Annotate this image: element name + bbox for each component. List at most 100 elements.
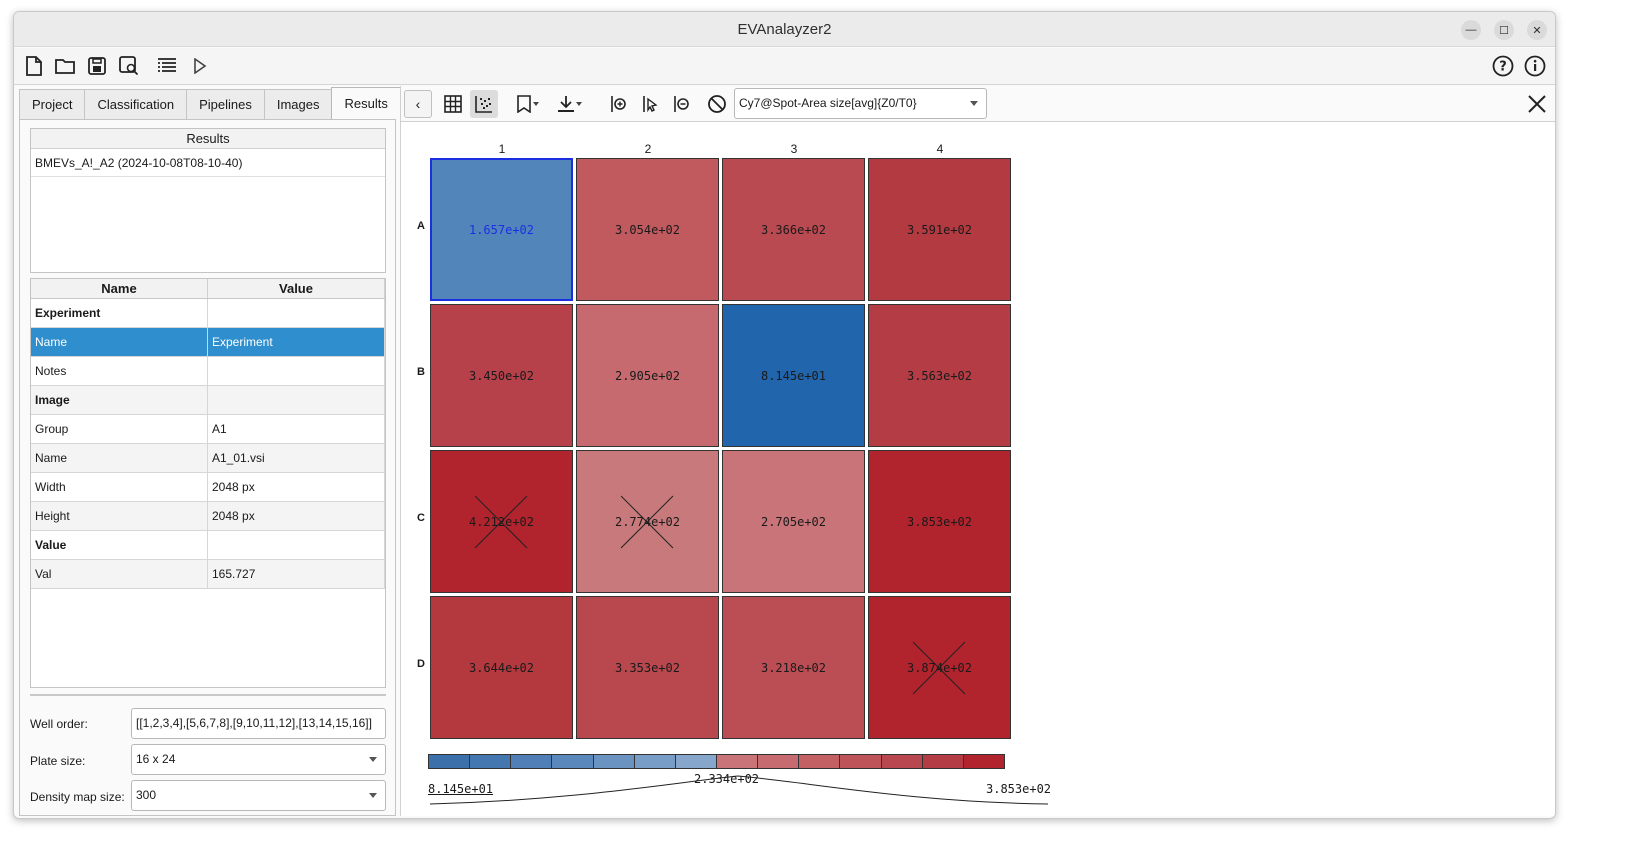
tab-bar: Project Classification Pipelines Images …	[19, 87, 401, 119]
well-B3[interactable]: 8.145e+01	[722, 304, 865, 447]
column-label: 1	[498, 142, 506, 156]
save-search-icon	[119, 56, 139, 76]
cursor-select-icon	[643, 96, 658, 113]
well-D1[interactable]: 3.644e+02	[430, 596, 573, 739]
table-row[interactable]: Name A1_01.vsi	[31, 444, 385, 473]
export-button[interactable]	[552, 90, 580, 118]
select-cursor-button[interactable]	[636, 90, 664, 118]
table-row[interactable]: Group A1	[31, 415, 385, 444]
close-plate-view-button[interactable]	[1523, 90, 1551, 118]
table-view-button[interactable]	[439, 90, 467, 118]
save-icon	[88, 57, 106, 75]
well-B1[interactable]: 3.450e+02	[430, 304, 573, 447]
title-bar: EVAnalayzer2 — ☐ ✕	[14, 12, 1555, 47]
info-button[interactable]	[1523, 54, 1547, 78]
close-icon: ✕	[1532, 24, 1542, 37]
plate-size-label: Plate size:	[30, 754, 86, 768]
chevron-left-icon: ‹	[415, 96, 421, 112]
color-scale-segment	[758, 755, 800, 768]
minimize-button[interactable]: —	[1461, 20, 1481, 40]
open-project-button[interactable]	[53, 54, 77, 78]
add-selection-button[interactable]	[604, 90, 632, 118]
well-C4[interactable]: 3.853e+02	[868, 450, 1011, 593]
help-button[interactable]: ?	[1491, 54, 1515, 78]
bookmark-button[interactable]	[510, 90, 538, 118]
well-order-input[interactable]: [[1,2,3,4],[5,6,7,8],[9,10,11,12],[13,14…	[131, 708, 386, 739]
table-row[interactable]: Image	[31, 386, 385, 415]
collapse-panel-button[interactable]: ‹	[404, 90, 432, 118]
tab-classification[interactable]: Classification	[84, 89, 188, 119]
plate-heatmap: 1 2 3 4 A B C D 1.657e+02 3.054e+02 3.36…	[401, 122, 1555, 816]
table-row[interactable]: Name Experiment	[31, 328, 385, 357]
tab-pipelines[interactable]: Pipelines	[186, 89, 265, 119]
color-scale-curve	[429, 775, 1049, 805]
plate-size-select[interactable]: 16 x 24	[131, 744, 386, 775]
well-B4[interactable]: 3.563e+02	[868, 304, 1011, 447]
bookmark-menu-button[interactable]	[530, 90, 542, 118]
close-window-button[interactable]: ✕	[1527, 20, 1547, 40]
table-row[interactable]: Experiment	[31, 299, 385, 328]
tab-results[interactable]: Results	[331, 87, 401, 119]
scatter-icon	[475, 96, 492, 113]
table-row[interactable]: Width 2048 px	[31, 473, 385, 502]
well-A2[interactable]: 3.054e+02	[576, 158, 719, 301]
chevron-down-icon	[533, 102, 539, 106]
chevron-down-icon	[970, 101, 978, 106]
table-row[interactable]: Notes	[31, 357, 385, 386]
color-scale-segment	[840, 755, 882, 768]
well-C1[interactable]: 4.212e+02	[430, 450, 573, 593]
block-icon	[708, 95, 726, 113]
close-icon	[1528, 95, 1546, 113]
color-scale-segment	[429, 755, 471, 768]
well-C2[interactable]: 2.774e+02	[576, 450, 719, 593]
table-row[interactable]: Height 2048 px	[31, 502, 385, 531]
table-icon	[444, 95, 462, 113]
density-map-select[interactable]: 300	[131, 780, 386, 811]
run-button[interactable]	[188, 54, 212, 78]
well-order-label: Well order:	[30, 717, 88, 731]
new-project-button[interactable]	[22, 54, 46, 78]
new-file-icon	[26, 56, 42, 76]
export-menu-button[interactable]	[573, 90, 585, 118]
remove-selection-button[interactable]	[667, 90, 695, 118]
save-project-button[interactable]	[85, 54, 109, 78]
well-A1[interactable]: 1.657e+02	[430, 158, 573, 301]
minimize-icon: —	[1465, 24, 1477, 36]
maximize-button[interactable]: ☐	[1494, 20, 1514, 40]
well-D2[interactable]: 3.353e+02	[576, 596, 719, 739]
table-row[interactable]: Value	[31, 531, 385, 560]
download-icon	[558, 96, 574, 112]
excluded-cross-icon	[474, 495, 528, 549]
play-icon	[194, 58, 207, 74]
tab-project[interactable]: Project	[19, 89, 86, 119]
column-label: 3	[790, 142, 798, 156]
well-B2[interactable]: 2.905e+02	[576, 304, 719, 447]
list-icon	[158, 58, 176, 72]
well-A3[interactable]: 3.366e+02	[722, 158, 865, 301]
well-C3[interactable]: 2.705e+02	[722, 450, 865, 593]
chevron-down-icon	[369, 793, 377, 798]
plate-view-button[interactable]	[470, 90, 498, 118]
results-header: Results	[31, 129, 385, 149]
color-scale-segment	[716, 755, 759, 768]
main-toolbar: ?	[14, 48, 1555, 85]
table-row[interactable]: Val 165.727	[31, 560, 385, 589]
tab-images[interactable]: Images	[263, 89, 333, 119]
job-list-button[interactable]	[155, 54, 179, 78]
results-tab-body: Results BMEVs_A!_A2 (2024-10-08T08-10-40…	[19, 119, 396, 816]
well-A4[interactable]: 3.591e+02	[868, 158, 1011, 301]
column-selector[interactable]: Cy7@Spot-Area size[avg]{Z0/T0}	[734, 88, 987, 119]
exclude-well-button[interactable]	[703, 90, 731, 118]
color-scale-segment	[470, 755, 512, 768]
row-label: B	[417, 366, 425, 378]
color-scale-segment	[511, 755, 553, 768]
well-D4[interactable]: 3.874e+02	[868, 596, 1011, 739]
well-D3[interactable]: 3.218e+02	[722, 596, 865, 739]
svg-text:?: ?	[1499, 60, 1507, 75]
app-window: EVAnalayzer2 — ☐ ✕ ? Project	[13, 11, 1556, 819]
scale-min-label: 8.145e+01	[428, 782, 494, 796]
plate-size-value: 16 x 24	[136, 752, 176, 766]
list-item[interactable]: BMEVs_A!_A2 (2024-10-08T08-10-40)	[31, 149, 385, 177]
save-as-button[interactable]	[117, 54, 141, 78]
info-icon	[1524, 55, 1546, 77]
